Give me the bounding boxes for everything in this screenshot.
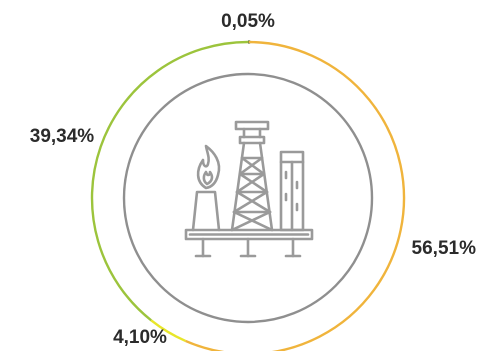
slice-label-0: 0,05% (221, 11, 275, 32)
ring-segment-3 (90, 40, 249, 322)
slice-label-2: 4,10% (113, 327, 167, 348)
ring-segment-2 (150, 319, 186, 343)
slice-label-3: 39,34% (30, 126, 95, 147)
donut-ring (90, 40, 406, 351)
oil-rig-icon (184, 120, 314, 258)
inner-circle (122, 72, 374, 324)
ring-segment-1 (185, 40, 406, 351)
slice-label-1: 56,51% (412, 238, 477, 259)
